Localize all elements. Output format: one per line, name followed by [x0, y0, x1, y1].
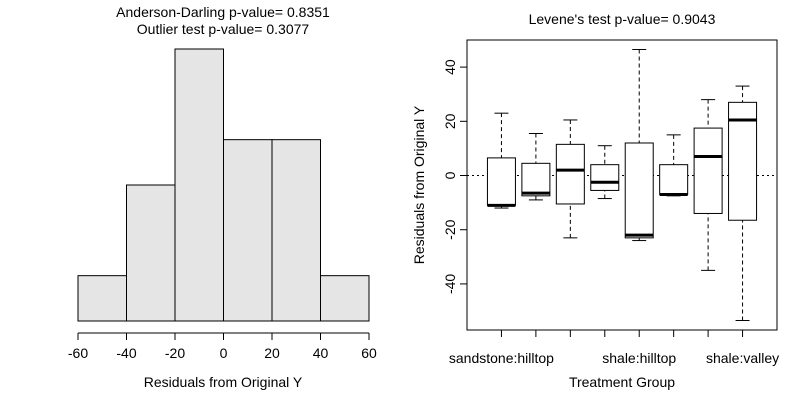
box-iqr: [486, 157, 516, 206]
box-iqr: [659, 164, 689, 195]
box-group-2: [521, 133, 551, 201]
histogram-x-tick-label: -40: [116, 345, 136, 361]
histogram-x-tick-label: 0: [220, 345, 228, 361]
box-group-6: [659, 134, 689, 197]
histogram-bar-5: [271, 139, 321, 322]
histogram-bar-6: [320, 275, 370, 322]
boxplot-x-axis-label: Treatment Group: [569, 374, 675, 390]
boxplot-y-tick-label: 20: [442, 113, 458, 129]
boxplot-x-tick-label: sandstone:hilltop: [449, 350, 554, 366]
boxplot-y-tick-label: -40: [442, 274, 458, 294]
boxplot-y-tick-label: -20: [442, 219, 458, 239]
box-group-3: [555, 119, 585, 239]
box-group-5: [624, 48, 654, 242]
box-group-8: [728, 85, 758, 322]
box-iqr: [521, 162, 551, 197]
histogram-bar-3: [174, 48, 224, 322]
box-iqr: [555, 143, 585, 205]
box-group-7: [693, 99, 723, 271]
boxplot-y-axis-label: Residuals from Original Y: [411, 105, 427, 264]
box-iqr: [693, 127, 723, 214]
box-group-4: [590, 145, 620, 200]
histogram-bar-4: [223, 139, 273, 322]
histogram-x-axis: -60 -40 -20 0 20 40 60: [68, 332, 377, 361]
histogram-x-tick-label: 20: [264, 345, 280, 361]
boxplot-boxes: [486, 48, 758, 322]
boxplot-panel: Levene's test p-value= 0.9043 -40 -20 0 20 4…: [411, 11, 779, 390]
histogram-panel: Anderson-Darling p-value= 0.8351 Outlier…: [68, 4, 377, 390]
box-iqr: [590, 164, 620, 191]
histogram-bar-2: [126, 184, 176, 322]
histogram-title-line-2: Outlier test p-value= 0.3077: [137, 21, 310, 37]
histogram-x-tick-label: 40: [313, 345, 329, 361]
boxplot-x-tick-label: shale:hilltop: [602, 350, 676, 366]
boxplot-y-tick-label: 40: [442, 59, 458, 75]
boxplot-y-axis: -40 -20 0 20 40: [442, 59, 468, 294]
boxplot-title: Levene's test p-value= 0.9043: [529, 11, 716, 27]
boxplot-x-axis: sandstone:hilltop shale:hilltop shale:vall…: [449, 330, 779, 366]
boxplot-y-tick-label: 0: [442, 171, 458, 179]
box-group-1: [486, 112, 516, 209]
histogram-x-tick-label: 60: [361, 345, 377, 361]
histogram-x-tick-label: -60: [68, 345, 88, 361]
histogram-bars: [77, 48, 370, 322]
histogram-x-tick-label: -20: [165, 345, 185, 361]
boxplot-x-tick-label: shale:valley: [706, 350, 779, 366]
box-iqr: [624, 142, 654, 239]
histogram-title-line-1: Anderson-Darling p-value= 0.8351: [116, 4, 330, 20]
histogram-x-axis-label: Residuals from Original Y: [144, 374, 303, 390]
box-iqr: [728, 101, 758, 221]
histogram-bar-1: [77, 275, 127, 322]
